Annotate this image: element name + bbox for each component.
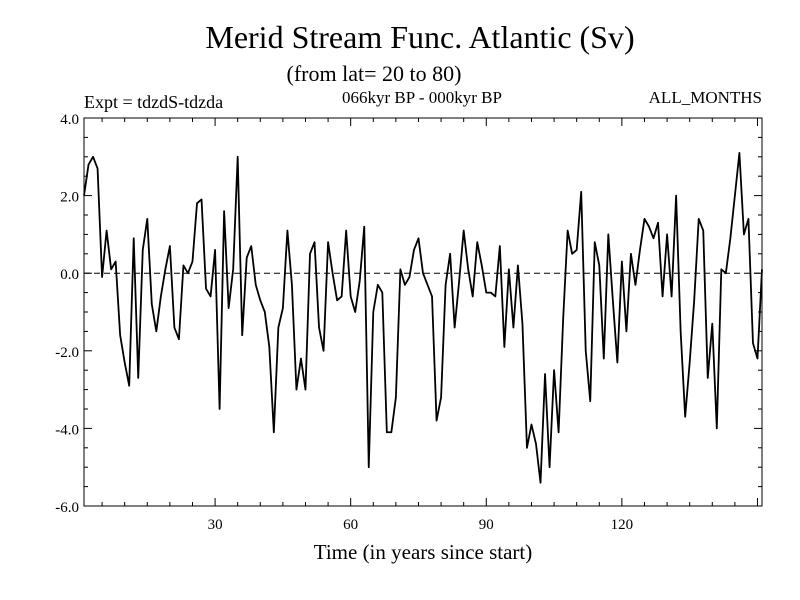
y-tick-label: 0.0 [60,267,79,283]
plot-frame [83,117,763,507]
x-tick-label: 60 [343,517,358,533]
months-note: ALL_MONTHS [649,88,762,107]
x-axis: 30 60 90 120 [101,118,758,533]
x-tick-label: 120 [611,517,634,533]
y-tick-label: 4.0 [60,112,79,128]
y-tick-label: -2.0 [55,345,79,361]
series-line [83,152,763,484]
y-tick-label: -6.0 [55,500,79,516]
x-tick-label: 30 [208,517,223,533]
y-tick-label: -4.0 [55,422,79,438]
experiment-note: Expt = tdzdS-tdzda [84,92,223,112]
time-range-note: 066kyr BP - 000kyr BP [342,88,502,107]
y-axis: 4.0 2.0 0.0 -2.0 -4.0 -6.0 [55,112,762,516]
x-axis-label: Time (in years since start) [314,540,533,564]
chart-title: Merid Stream Func. Atlantic (Sv) [205,19,634,55]
plot-area [83,152,763,484]
x-tick-label: 90 [479,517,494,533]
chart-subtitle: (from lat= 20 to 80) [287,61,462,86]
y-tick-label: 2.0 [60,190,79,206]
